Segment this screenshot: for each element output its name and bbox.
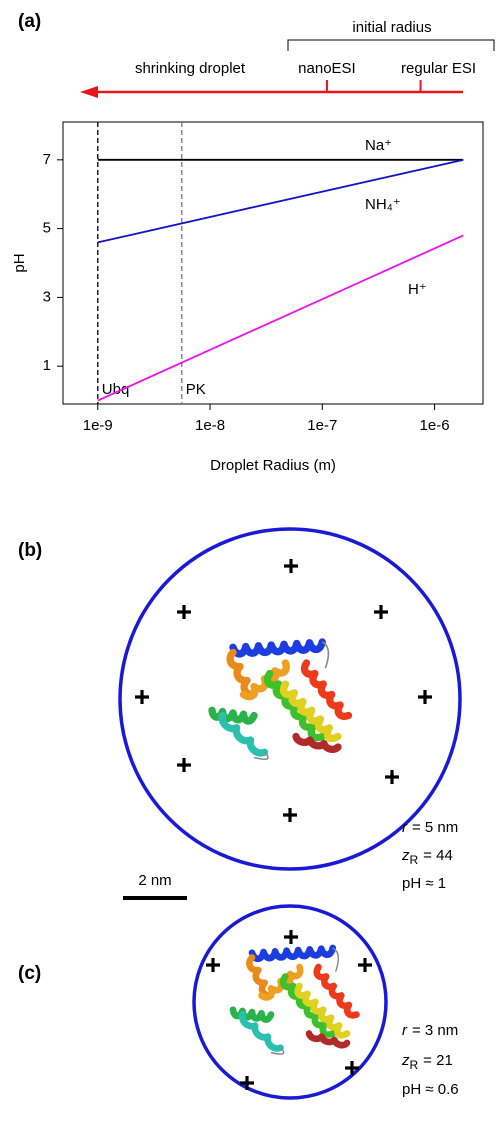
- variable: z: [401, 847, 410, 864]
- charge: [177, 605, 191, 619]
- series-label: Na⁺: [365, 137, 392, 154]
- helix: [279, 973, 337, 1038]
- loop: [253, 641, 330, 761]
- helix: [279, 680, 342, 743]
- scale-bar-label: 2 nm: [138, 872, 171, 889]
- ph-text: pH ≈ 0.6: [402, 1081, 459, 1098]
- y-tick-label: 7: [43, 151, 51, 168]
- helix: [246, 954, 275, 999]
- charge: [418, 690, 432, 704]
- charge: [283, 808, 297, 822]
- charge: [177, 758, 191, 772]
- charge-text: zR = 44: [401, 847, 453, 867]
- droplet: [192, 904, 388, 1100]
- droplet: [118, 527, 462, 871]
- proteins: [208, 638, 360, 1055]
- charges: [135, 559, 432, 1090]
- charge: [385, 770, 399, 784]
- x-axis-label: Droplet Radius (m): [210, 457, 336, 474]
- plot-frame: [62, 121, 484, 405]
- panel-label: (c): [18, 963, 41, 984]
- bracket-label: initial radius: [352, 19, 431, 36]
- charge: [284, 559, 298, 573]
- variable: r: [402, 1022, 408, 1039]
- series-label: H⁺: [408, 281, 427, 298]
- helix: [229, 638, 326, 658]
- y-tick-label: 1: [43, 357, 51, 374]
- subscript: R: [410, 853, 419, 867]
- charge: [240, 1076, 254, 1090]
- helix: [229, 1006, 275, 1023]
- series-line: [97, 234, 464, 402]
- panel-label: (b): [18, 540, 42, 561]
- charge: [284, 930, 298, 944]
- series-label: NH₄⁺: [365, 196, 401, 213]
- x-tick-label: 1e-7: [307, 417, 337, 434]
- helix: [292, 732, 342, 754]
- helix: [258, 963, 304, 1001]
- helix: [313, 963, 360, 1019]
- y-axis-label: pH: [11, 253, 28, 272]
- value: = 5 nm: [412, 819, 458, 836]
- radius-mark-label: regular ESI: [401, 60, 476, 77]
- y-tick-label: 3: [43, 288, 51, 305]
- x-tick-label: 1e-6: [420, 417, 450, 434]
- x-tick-label: 1e-9: [83, 417, 113, 434]
- ph-text: pH ≈ 1: [402, 875, 446, 892]
- loop: [270, 947, 340, 1055]
- radius-text: r = 5 nm: [402, 819, 458, 836]
- helix: [218, 711, 269, 757]
- helix: [208, 706, 258, 725]
- arrow-head: [80, 86, 98, 98]
- value: = 44: [423, 847, 453, 864]
- helix: [300, 659, 353, 720]
- charge: [345, 1061, 359, 1075]
- value: = 21: [423, 1052, 453, 1069]
- series-line: [97, 158, 464, 244]
- helix: [226, 648, 258, 699]
- reference-label: PK: [186, 381, 206, 398]
- variable: z: [401, 1052, 410, 1069]
- helix: [305, 1030, 351, 1049]
- charge: [358, 958, 372, 972]
- helix: [294, 982, 351, 1039]
- arrow-label: shrinking droplet: [135, 60, 246, 77]
- protein: [229, 944, 360, 1055]
- charge: [206, 958, 220, 972]
- bracket: [287, 39, 495, 51]
- panel-label: (a): [18, 11, 41, 32]
- charge-text: zR = 21: [401, 1052, 453, 1072]
- helix: [248, 944, 337, 963]
- charge: [135, 690, 149, 704]
- reference-label: Ubq: [102, 381, 130, 398]
- value: = 3 nm: [412, 1022, 458, 1039]
- radius-mark-label: nanoESI: [298, 60, 356, 77]
- subscript: R: [410, 1058, 419, 1072]
- radius-text: r = 3 nm: [402, 1022, 458, 1039]
- protein: [208, 638, 353, 761]
- y-tick-label: 5: [43, 220, 51, 237]
- x-tick-label: 1e-8: [195, 417, 225, 434]
- charge: [374, 605, 388, 619]
- helix: [239, 659, 290, 701]
- variable: r: [402, 819, 408, 836]
- helix: [263, 669, 326, 742]
- helix: [238, 1011, 284, 1052]
